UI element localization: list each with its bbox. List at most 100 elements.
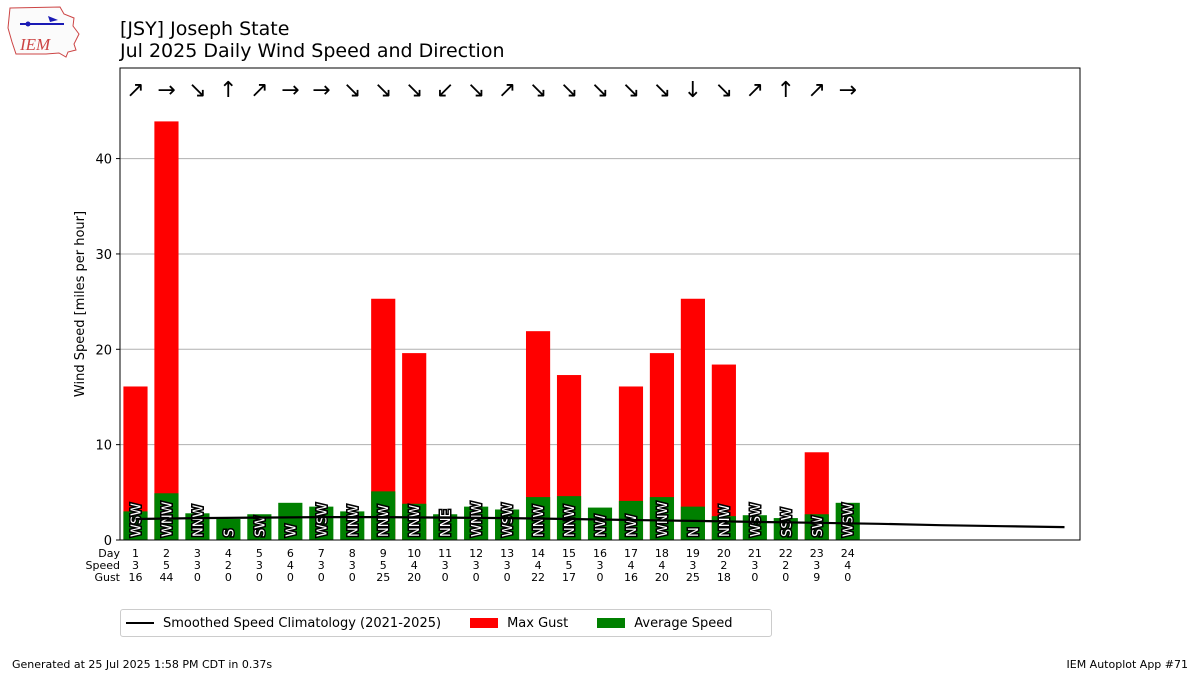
speed-bar xyxy=(402,503,427,540)
day-value: 8 xyxy=(349,547,356,560)
climatology-line xyxy=(135,515,1065,529)
speed-value: 5 xyxy=(380,559,387,572)
direction-label: WNW xyxy=(656,501,671,537)
speed-value: 3 xyxy=(194,559,201,572)
speed-value: 4 xyxy=(411,559,418,572)
legend-item-climatology: Smoothed Speed Climatology (2021-2025) xyxy=(126,616,441,631)
gust-value: 0 xyxy=(287,571,294,584)
gust-value: 0 xyxy=(504,571,511,584)
day-value: 3 xyxy=(194,547,201,560)
gust-value: 22 xyxy=(531,571,545,584)
y-tick-label: 30 xyxy=(95,248,112,263)
day-value: 11 xyxy=(438,547,452,560)
iem-logo: IEM xyxy=(7,6,80,58)
direction-label: S xyxy=(222,529,237,537)
speed-bar xyxy=(495,509,520,540)
legend: Smoothed Speed Climatology (2021-2025) M… xyxy=(120,609,772,637)
direction-arrow: ↑ xyxy=(219,78,237,103)
speed-bar xyxy=(309,506,334,540)
day-value: 24 xyxy=(841,547,855,560)
gust-value: 44 xyxy=(159,571,173,584)
gust-value: 0 xyxy=(318,571,325,584)
direction-arrow: ↘ xyxy=(467,78,485,103)
gust-value: 0 xyxy=(225,571,232,584)
speed-bar xyxy=(680,506,705,540)
app-credit: IEM Autoplot App #71 xyxy=(1066,658,1189,671)
gust-bar xyxy=(711,364,736,540)
direction-label: N xyxy=(687,527,702,537)
gust-value: 25 xyxy=(376,571,390,584)
y-tick-label: 10 xyxy=(95,439,112,454)
speed-bar xyxy=(742,515,767,540)
direction-arrow: ↗ xyxy=(498,78,516,103)
speed-bar xyxy=(835,502,860,540)
gust-value: 0 xyxy=(349,571,356,584)
speed-value: 3 xyxy=(473,559,480,572)
y-axis: 0 10 20 30 40 xyxy=(95,153,120,549)
speed-value: 2 xyxy=(720,559,727,572)
gridlines xyxy=(120,158,1080,446)
day-value: 1 xyxy=(132,547,139,560)
speed-value: 3 xyxy=(597,559,604,572)
gust-value: 20 xyxy=(655,571,669,584)
direction-label: SW xyxy=(253,516,268,537)
legend-swatch-average-speed xyxy=(597,618,626,628)
direction-label: SW xyxy=(811,516,826,537)
direction-label: NNW xyxy=(563,505,578,537)
day-value: 4 xyxy=(225,547,232,560)
legend-swatch-climatology xyxy=(126,622,154,624)
plot-frame xyxy=(119,67,1081,541)
direction-arrow: ↗ xyxy=(746,78,764,103)
direction-label: NNW xyxy=(377,505,392,537)
direction-arrow: → xyxy=(839,78,857,103)
generated-timestamp: Generated at 25 Jul 2025 1:58 PM CDT in … xyxy=(12,658,273,671)
legend-label-max-gust: Max Gust xyxy=(507,615,569,631)
y-tick-label: 40 xyxy=(95,153,112,168)
day-value: 16 xyxy=(593,547,607,560)
chart-subtitle: Jul 2025 Daily Wind Speed and Direction xyxy=(119,40,504,62)
speed-value: 3 xyxy=(813,559,820,572)
gust-value: 18 xyxy=(717,571,731,584)
direction-label: WSW xyxy=(501,503,516,537)
direction-arrow: ↓ xyxy=(684,78,702,103)
row-label-gust: Gust xyxy=(94,571,120,584)
direction-label: WSW xyxy=(749,503,764,537)
day-value: 20 xyxy=(717,547,731,560)
speed-value: 3 xyxy=(132,559,139,572)
direction-label: NNW xyxy=(532,505,547,537)
day-value: 2 xyxy=(163,547,170,560)
gust-value: 0 xyxy=(844,571,851,584)
direction-arrow: ↘ xyxy=(560,78,578,103)
direction-label: WNW xyxy=(470,501,485,537)
direction-label: WSW xyxy=(842,503,857,537)
direction-arrow: ↘ xyxy=(622,78,640,103)
gust-value: 9 xyxy=(813,571,820,584)
direction-label: NNE xyxy=(439,509,454,537)
legend-item-max-gust: Max Gust xyxy=(470,616,568,631)
speed-value: 4 xyxy=(535,559,542,572)
gust-value: 0 xyxy=(782,571,789,584)
gust-value: 16 xyxy=(624,571,638,584)
speed-bar xyxy=(464,506,489,540)
speed-bar xyxy=(278,502,303,540)
day-value: 10 xyxy=(407,547,421,560)
speed-bar xyxy=(587,507,613,540)
climatology-layer xyxy=(135,515,1065,529)
gust-bar xyxy=(680,298,705,540)
speed-value: 5 xyxy=(163,559,170,572)
direction-arrow: → xyxy=(157,78,175,103)
direction-arrow: ↗ xyxy=(250,78,268,103)
direction-label: W xyxy=(284,524,299,537)
gust-bar xyxy=(154,121,179,540)
direction-arrow: ↘ xyxy=(591,78,609,103)
speed-value: 2 xyxy=(225,559,232,572)
day-value: 21 xyxy=(748,547,762,560)
direction-arrow: ↘ xyxy=(374,78,392,103)
day-value: 12 xyxy=(469,547,483,560)
gust-value: 0 xyxy=(194,571,201,584)
speed-value: 3 xyxy=(349,559,356,572)
chart-title: [JSY] Joseph State xyxy=(120,18,289,40)
day-value: 17 xyxy=(624,547,638,560)
direction-label: NW xyxy=(625,514,640,537)
direction-arrow: ↗ xyxy=(126,78,144,103)
